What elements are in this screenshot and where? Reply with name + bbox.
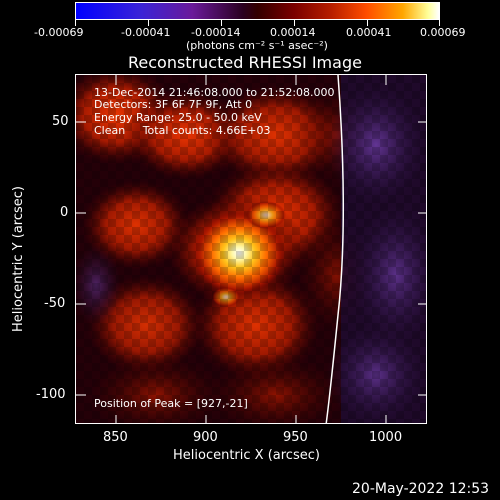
plot-title: Reconstructed RHESSI Image [128, 53, 362, 72]
colorbar-tick [367, 20, 368, 26]
info-clean-counts: Clean Total counts: 4.66E+03 [94, 124, 271, 137]
colorbar-tick [439, 20, 440, 26]
info-detectors: Detectors: 3F 6F 7F 9F, Att 0 [94, 98, 253, 111]
emission-pattern [76, 75, 426, 423]
colorbar-tick-label: -0.00014 [191, 26, 241, 39]
reconstructed-image [76, 75, 426, 423]
info-energy-range: Energy Range: 25.0 - 50.0 keV [94, 111, 262, 124]
y-axis-title: Heliocentric Y (arcsec) [11, 186, 26, 332]
info-time-range: 13-Dec-2014 21:46:08.000 to 21:52:08.000 [94, 86, 335, 99]
colorbar-tick-label: 0.00041 [346, 26, 392, 39]
colorbar-tick [221, 20, 222, 26]
colorbar-tick-label: 0.00069 [420, 26, 466, 39]
y-tick-label: 0 [60, 205, 69, 220]
x-tick-label: 900 [193, 430, 218, 445]
y-tick-label: 50 [52, 114, 69, 129]
x-tick-label: 1000 [369, 430, 403, 445]
plot-ticks [76, 75, 426, 423]
image-plot-area: 13-Dec-2014 21:46:08.000 to 21:52:08.000… [75, 74, 427, 424]
y-tick-label: -100 [36, 387, 66, 402]
colorbar-units: (photons cm⁻² s⁻¹ asec⁻²) [186, 39, 328, 52]
timestamp: 20-May-2022 12:53 [352, 481, 490, 497]
x-tick-label: 950 [283, 430, 308, 445]
y-tick-label: -50 [44, 296, 66, 311]
info-peak-position: Position of Peak = [927,-21] [94, 397, 248, 410]
colorbar-tick-label: 0.00014 [270, 26, 316, 39]
colorbar-tick [148, 20, 149, 26]
colorbar-tick [294, 20, 295, 26]
colorbar-tick [75, 20, 76, 26]
colorbar [75, 2, 440, 20]
solar-limb [325, 75, 345, 423]
colorbar-tick-label: -0.00041 [121, 26, 171, 39]
x-axis-title: Heliocentric X (arcsec) [173, 448, 320, 463]
x-tick-label: 850 [103, 430, 128, 445]
colorbar-tick-label: -0.00069 [34, 26, 84, 39]
